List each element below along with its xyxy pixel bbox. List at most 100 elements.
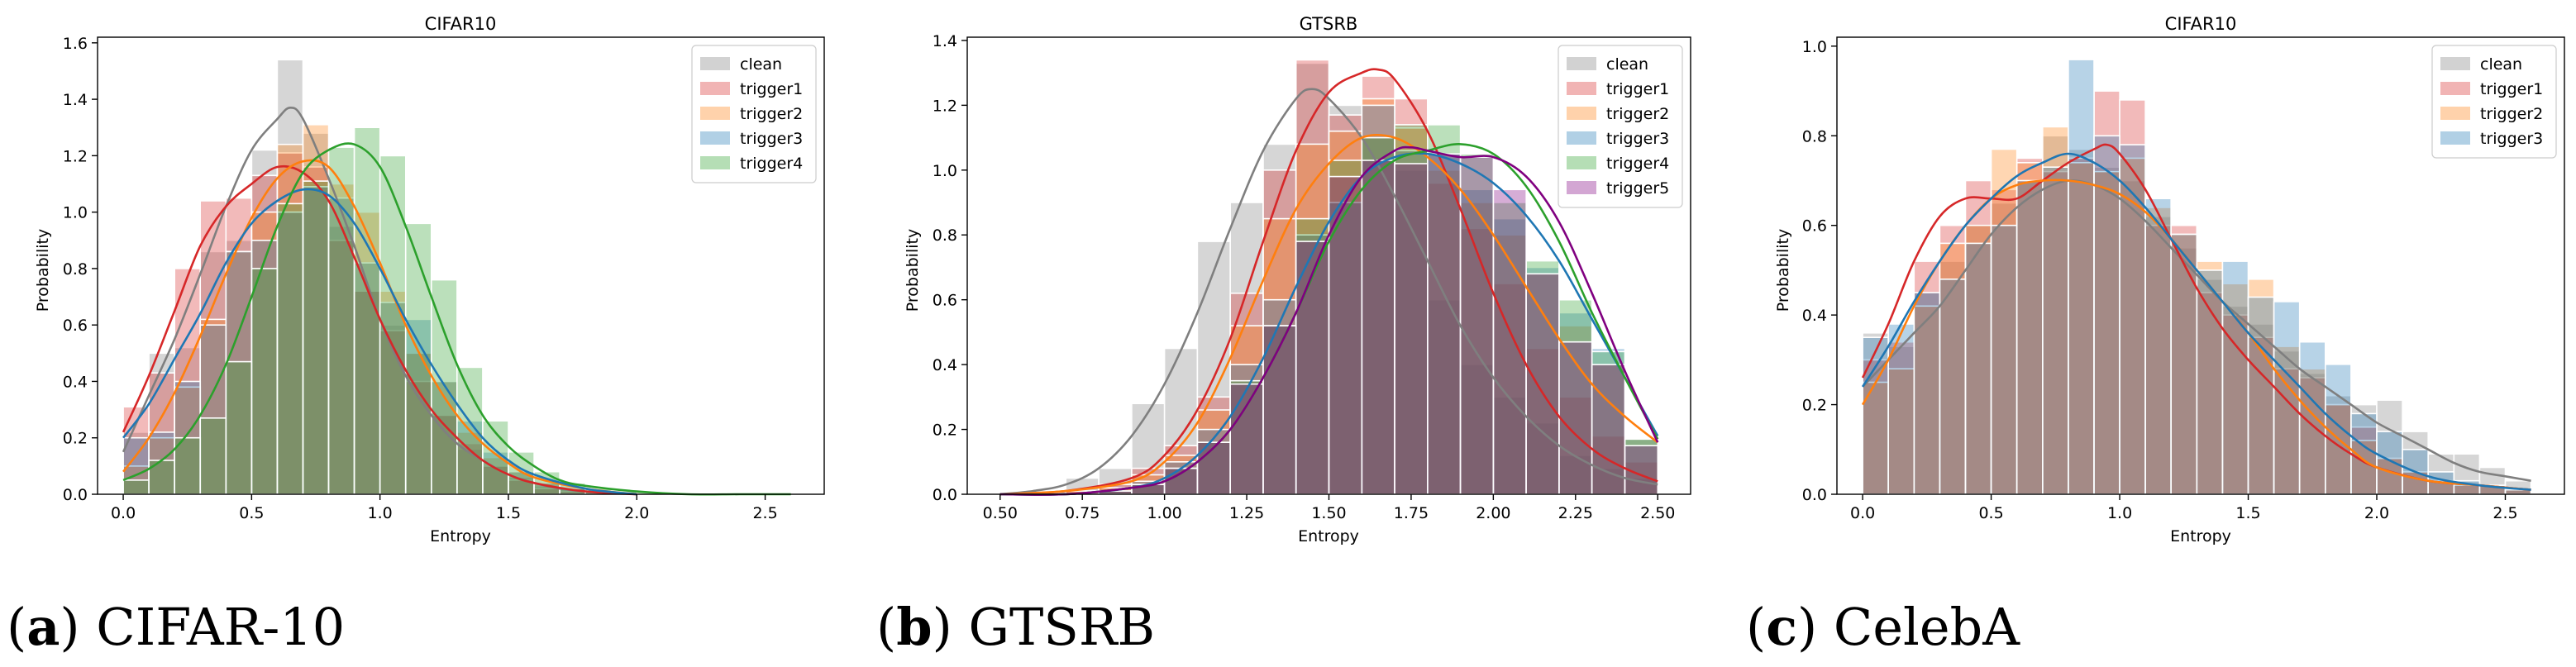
bar-trigger3 — [2376, 431, 2403, 495]
bar-trigger3 — [1862, 336, 1890, 495]
bar-trigger2 — [2119, 157, 2146, 495]
bar-trigger1 — [2068, 157, 2095, 495]
y-tick-label: 0.4 — [1802, 307, 1827, 325]
bar-trigger5 — [1459, 156, 1495, 495]
y-tick-label: 0.6 — [933, 292, 957, 310]
y-axis-label: Probability — [904, 229, 922, 312]
kde-clean — [1862, 179, 2531, 482]
x-tick-label: 2.0 — [2364, 504, 2389, 522]
legend-swatch-trigger1 — [2440, 82, 2470, 95]
bar-trigger5 — [1229, 383, 1264, 495]
legend-box — [691, 45, 817, 183]
x-tick-label: 0.75 — [1065, 504, 1100, 522]
y-tick-label: 0.2 — [933, 422, 957, 440]
bar-trigger3 — [2144, 198, 2173, 495]
y-axis-label: Probability — [1774, 229, 1792, 312]
x-tick-label: 1.50 — [1311, 504, 1346, 522]
legend-swatch-clean — [700, 57, 730, 70]
bar-trigger5 — [1558, 341, 1593, 495]
x-axis-label: Entropy — [430, 527, 491, 546]
legend-label-trigger4: trigger4 — [740, 155, 803, 173]
chart-title: CIFAR10 — [2165, 14, 2237, 34]
chart-gtsrb: GTSRB 0.50 0.75 1.00 1.25 1.50 1.75 2.00 2.25 2.… — [904, 14, 1691, 546]
bar-trigger3 — [430, 380, 458, 495]
plot-frame — [1836, 36, 2565, 495]
bar-trigger4 — [1229, 379, 1264, 495]
legend-label-trigger3: trigger3 — [2480, 130, 2543, 148]
x-tick-label: 0.5 — [1978, 504, 2003, 522]
bar-trigger2 — [1964, 224, 1992, 495]
x-tick-label: 0.50 — [983, 504, 1018, 522]
legend-label-trigger2: trigger2 — [740, 105, 803, 123]
legend-swatch-trigger3 — [1567, 131, 1596, 145]
y-tick-label: 1.6 — [63, 35, 88, 53]
legend-box — [1558, 45, 1683, 208]
axes: 0.0 0.5 1.0 1.5 2.0 2.5 0.0 0.2 0.4 0.6 0.8 1.0 1.2 1… — [63, 35, 825, 522]
y-tick-label: 0.0 — [63, 486, 88, 504]
histogram-bars — [122, 59, 664, 495]
bar-clean — [1887, 345, 1915, 495]
caption-b: (b) GTSRB — [876, 597, 1155, 657]
bar-trigger2 — [276, 143, 304, 495]
bar-trigger2 — [1262, 217, 1297, 495]
kde-curves — [999, 68, 1659, 496]
x-tick-label: 2.25 — [1558, 504, 1593, 522]
bar-trigger5 — [1361, 160, 1395, 495]
bar-trigger3 — [1990, 224, 2018, 495]
x-tick-label: 2.5 — [752, 504, 777, 522]
axes: 0.0 0.5 1.0 1.5 2.0 2.5 0.0 0.2 0.4 0.6 0.8 1.0 — [1802, 36, 2565, 522]
bar-trigger4 — [1328, 160, 1363, 495]
bar-trigger1 — [353, 290, 381, 495]
bar-trigger2 — [1394, 127, 1429, 495]
bar-trigger3 — [2325, 363, 2352, 495]
bar-trigger4 — [122, 479, 150, 495]
bar-trigger4 — [250, 268, 279, 495]
y-tick-label: 1.2 — [63, 147, 88, 165]
x-tick-label: 1.75 — [1394, 504, 1429, 522]
bar-clean — [2042, 135, 2069, 495]
legend-label-trigger1: trigger1 — [740, 80, 803, 98]
chart-title: CIFAR10 — [425, 14, 497, 34]
x-tick-label: 2.00 — [1476, 504, 1510, 522]
legend: clean trigger1 trigger2 trigger3 trigger4 — [691, 45, 817, 183]
y-tick-label: 1.2 — [933, 97, 957, 115]
bar-trigger4 — [1295, 217, 1330, 495]
bar-trigger5 — [1295, 241, 1330, 495]
y-tick-label: 0.0 — [1802, 486, 1827, 504]
bar-trigger4 — [276, 202, 304, 495]
bar-trigger1 — [1887, 341, 1915, 495]
caption-a: (a) CIFAR-10 — [7, 597, 345, 657]
y-tick-label: 0.8 — [1802, 127, 1827, 145]
kde-trigger2 — [999, 133, 1659, 496]
bar-trigger1 — [1459, 227, 1495, 495]
bar-trigger3 — [1558, 312, 1593, 495]
legend-swatch-clean — [2440, 57, 2470, 70]
kde-trigger1 — [1861, 143, 2531, 491]
legend-label-trigger1: trigger1 — [2480, 80, 2543, 98]
bar-trigger4 — [430, 279, 458, 495]
y-tick-label: 1.0 — [1802, 38, 1827, 56]
bar-trigger2 — [1913, 305, 1941, 495]
bar-trigger3 — [276, 211, 304, 495]
histogram-bars — [1862, 59, 2532, 495]
bar-trigger3 — [404, 318, 432, 495]
bar-trigger3 — [1964, 242, 1992, 495]
kde-trigger4 — [122, 142, 791, 496]
bar-trigger3 — [1361, 104, 1395, 495]
y-tick-label: 1.0 — [933, 162, 957, 180]
legend-swatch-trigger5 — [1567, 181, 1596, 194]
y-tick-label: 0.6 — [1802, 217, 1827, 236]
bar-trigger1 — [302, 166, 330, 495]
legend-label-clean: clean — [1606, 55, 1648, 74]
kde-trigger3 — [122, 188, 637, 496]
legend-swatch-trigger3 — [700, 131, 730, 145]
bar-trigger1 — [1328, 114, 1363, 495]
bar-trigger4 — [199, 417, 227, 495]
bar-trigger1 — [148, 372, 176, 495]
kde-trigger1 — [122, 164, 637, 496]
chart-celeba: CIFAR10 0.0 0.5 1.0 1.5 2.0 2.50.00.20.40.60.… — [1774, 14, 2565, 546]
x-tick-label: 1.0 — [368, 504, 393, 522]
y-tick-label: 0.8 — [933, 226, 957, 245]
bar-trigger3 — [2170, 233, 2198, 495]
